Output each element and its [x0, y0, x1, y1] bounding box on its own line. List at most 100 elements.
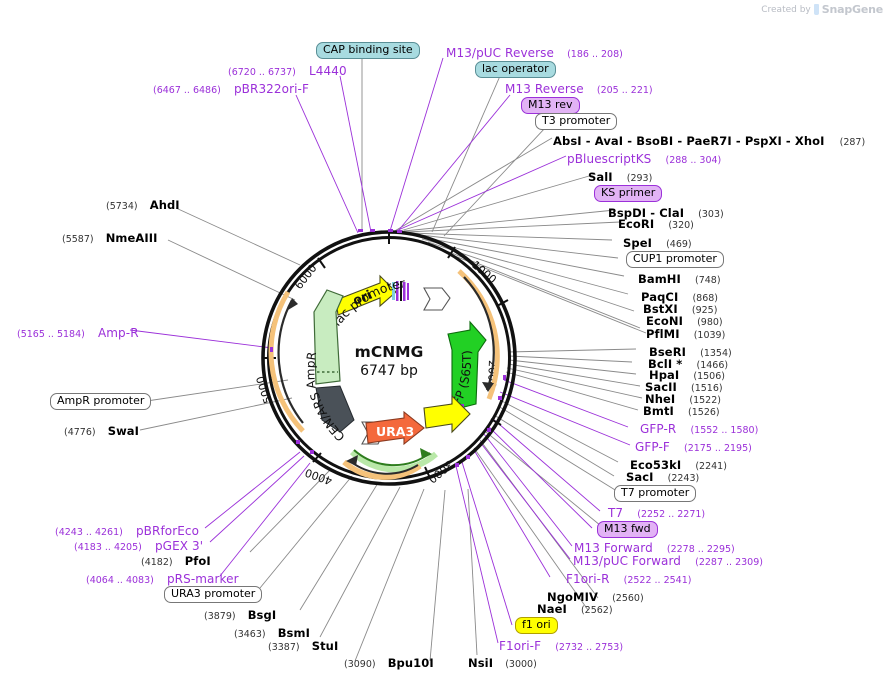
label-pflmi[interactable]: PflMI (1039) — [646, 325, 725, 341]
label-name: GFP-R — [640, 422, 677, 436]
label-hpai[interactable]: HpaI (1506) — [649, 366, 725, 382]
feature-badge-cap-binding-site[interactable]: CAP binding site — [316, 42, 420, 59]
label-position: (288 .. 304) — [665, 155, 722, 166]
label-position: (5165 .. 5184) — [17, 329, 85, 340]
label-bseri[interactable]: BseRI (1354) — [649, 343, 732, 359]
label-name: M13 Reverse — [505, 82, 584, 96]
plasmid-size: 6747 bp — [360, 363, 418, 379]
label-position: (2175 .. 2195) — [684, 443, 752, 454]
label-name: BsmI — [277, 626, 310, 640]
feature-badge-cup1-promoter[interactable]: CUP1 promoter — [626, 251, 724, 268]
label-gfp-r[interactable]: GFP-R (1552 .. 1580) — [640, 420, 758, 436]
label-position: (3879) — [204, 611, 236, 622]
label-bmti[interactable]: BmtI (1526) — [643, 402, 720, 418]
label-position: (4243 .. 4261) — [55, 527, 123, 538]
label-position: (2522 .. 2541) — [623, 575, 692, 586]
feature-badge-t7-promoter[interactable]: T7 promoter — [614, 485, 697, 502]
label-ngomiv[interactable]: NgoMIV (2560) — [547, 588, 644, 604]
feature-badge-ura3-promoter[interactable]: URA3 promoter — [164, 586, 263, 603]
label-prs-marker[interactable]: (4064 .. 4083) pRS-marker — [86, 570, 239, 586]
feature-badge-f1-ori[interactable]: f1 ori — [515, 617, 558, 634]
label-position: (5587) — [62, 234, 94, 245]
label-ecori[interactable]: EcoRI (320) — [618, 215, 694, 231]
label-t7[interactable]: T7 (2252 .. 2271) — [608, 504, 705, 520]
label-pbluescriptks[interactable]: pBluescriptKS (288 .. 304) — [567, 150, 721, 166]
label-name: EcoRI — [618, 217, 655, 231]
label-eco53ki[interactable]: Eco53kI (2241) — [630, 456, 727, 472]
label-name: GFP-F — [635, 440, 670, 454]
label-name: SacI — [626, 470, 654, 484]
label-name: StuI — [311, 639, 339, 653]
label-nhei[interactable]: NheI (1522) — [645, 390, 721, 406]
label-swai[interactable]: (4776) SwaI — [64, 422, 139, 438]
label-stui[interactable]: (3387) StuI — [268, 637, 338, 653]
label-l4440[interactable]: (6720 .. 6737) L4440 — [228, 62, 347, 78]
label-position: (1516) — [691, 383, 723, 394]
label-paqci[interactable]: PaqCI (868) — [641, 288, 718, 304]
label-pbrforeco[interactable]: (4243 .. 4261) pBRforEco — [55, 522, 199, 538]
label-position: (1526) — [688, 407, 720, 418]
label-nmeaiii[interactable]: (5587) NmeAIII — [62, 229, 158, 245]
label-position: (2252 .. 2271) — [637, 509, 706, 520]
label-bspdi-clai[interactable]: BspDI - ClaI (303) — [608, 204, 724, 220]
label-name: Eco53kI — [630, 458, 682, 472]
label-name: pBluescriptKS — [567, 152, 652, 166]
label-f1ori-r[interactable]: F1ori-R (2522 .. 2541) — [566, 570, 691, 586]
label-bsgi[interactable]: (3879) BsgI — [204, 606, 276, 622]
feature-badge-t3-promoter[interactable]: T3 promoter — [535, 113, 618, 130]
label-name: pRS-marker — [166, 572, 239, 586]
label-position: (2732 .. 2753) — [555, 642, 624, 653]
label-name: L4440 — [308, 64, 347, 78]
label-naei[interactable]: NaeI (2562) — [537, 600, 613, 616]
label-ahdi[interactable]: (5734) AhdI — [106, 196, 180, 212]
label-position: (980) — [697, 317, 723, 328]
label-name: pGEX 3' — [154, 539, 204, 553]
feature-badge-lac-operator[interactable]: lac operator — [475, 61, 556, 78]
label-m13-puc-forward[interactable]: M13/pUC Forward (2287 .. 2309) — [573, 552, 763, 568]
feature-badge-m13-rev[interactable]: M13 rev — [521, 97, 580, 114]
label-nsii[interactable]: NsiI (3000) — [468, 654, 537, 670]
label-sacii[interactable]: SacII (1516) — [645, 378, 723, 394]
label-sali[interactable]: SalI (293) — [588, 168, 652, 184]
feature-badge-ks-primer[interactable]: KS primer — [594, 185, 663, 202]
label-m13-forward[interactable]: M13 Forward (2278 .. 2295) — [574, 539, 735, 555]
label-name: BstXI — [643, 302, 678, 316]
label-saci[interactable]: SacI (2243) — [626, 468, 699, 484]
feature-badge-ampr-promoter[interactable]: AmpR promoter — [50, 393, 152, 410]
label-name: AbsI - AvaI - BsoBI - PaeR7I - PspXI - X… — [553, 134, 825, 148]
label-position: (1552 .. 1580) — [690, 425, 759, 436]
label-position: (205 .. 221) — [596, 85, 653, 96]
label-bamhi[interactable]: BamHI (748) — [638, 270, 721, 286]
label-bpu10i[interactable]: (3090) Bpu10I — [344, 654, 434, 670]
label-bstxi[interactable]: BstXI (925) — [643, 300, 717, 316]
label-bsmi[interactable]: (3463) BsmI — [234, 624, 310, 640]
label-position: (2241) — [695, 461, 727, 472]
label-name: NsiI — [468, 656, 494, 670]
label-m13-puc-reverse[interactable]: M13/pUC Reverse (186 .. 208) — [446, 44, 623, 60]
label-position: (5734) — [106, 201, 138, 212]
label-position: (868) — [692, 293, 718, 304]
label-pgex-3prime[interactable]: (4183 .. 4205) pGEX 3' — [74, 537, 203, 553]
label-name: PfoI — [184, 554, 211, 568]
label-gfp-f[interactable]: GFP-F (2175 .. 2195) — [635, 438, 752, 454]
feature-badge-m13-fwd[interactable]: M13 fwd — [597, 521, 658, 538]
label-pfoi[interactable]: (4182) PfoI — [141, 552, 211, 568]
label-bcli[interactable]: BclI * (1466) — [648, 355, 728, 371]
label-name: BclI * — [648, 357, 683, 371]
label-name: F1ori-F — [499, 639, 542, 653]
label-name: Amp-R — [97, 326, 139, 340]
label-amp-r[interactable]: (5165 .. 5184) Amp-R — [17, 324, 139, 340]
label-econi[interactable]: EcoNI (980) — [646, 312, 723, 328]
label-spei[interactable]: SpeI (469) — [623, 234, 692, 250]
label-absi-group[interactable]: AbsI - AvaI - BsoBI - PaeR7I - PspXI - X… — [553, 132, 865, 148]
label-pbr322ori-f[interactable]: (6467 .. 6486) pBR322ori-F — [153, 80, 309, 96]
label-name: M13/pUC Forward — [573, 554, 682, 568]
label-position: (320) — [668, 220, 694, 231]
label-m13-reverse[interactable]: M13 Reverse (205 .. 221) — [505, 80, 653, 96]
label-position: (1522) — [689, 395, 721, 406]
plasmid-name: mCNMG — [355, 343, 424, 361]
label-f1ori-f[interactable]: F1ori-F (2732 .. 2753) — [499, 637, 623, 653]
label-position: (2278 .. 2295) — [666, 544, 735, 555]
